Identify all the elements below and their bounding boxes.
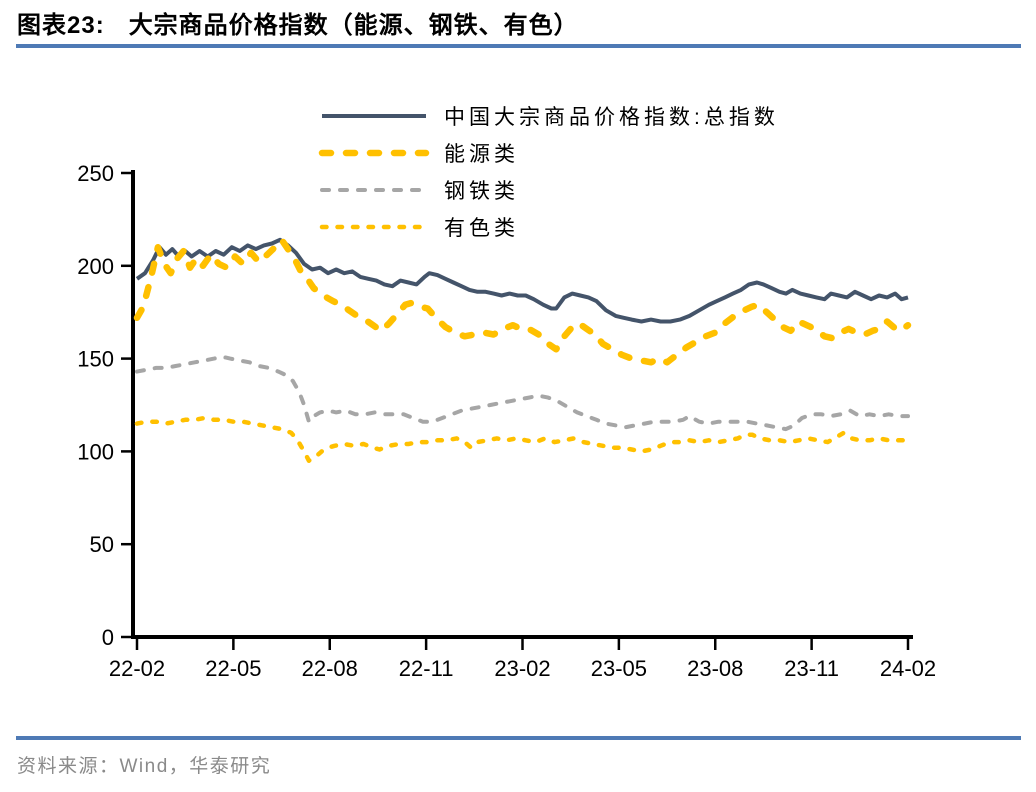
footer-divider-rule [16,736,1021,740]
svg-text:23-02: 23-02 [494,656,550,681]
legend-label-energy: 能源类 [444,142,519,166]
legend-line-steel [320,187,428,192]
svg-text:23-05: 23-05 [591,656,647,681]
svg-text:22-05: 22-05 [205,656,261,681]
legend-label-total: 中国大宗商品价格指数:总指数 [444,105,779,129]
svg-text:0: 0 [102,625,114,650]
legend-line-total [322,113,426,118]
svg-text:200: 200 [77,254,114,279]
legend-item-energy: 能源类 [318,138,779,167]
figure-title: 图表23: 大宗商品价格指数（能源、钢铁、有色） [17,5,579,40]
title-divider-rule [16,44,1021,48]
figure-title-text: 大宗商品价格指数（能源、钢铁、有色） [128,12,579,39]
chart-legend: 中国大宗商品价格指数:总指数 能源类 钢铁类 有色类 [318,101,779,241]
legend-line-energy [318,149,430,156]
source-note: 资料来源：Wind，华泰研究 [17,756,272,777]
legend-item-steel: 钢铁类 [318,175,779,204]
svg-text:50: 50 [90,532,114,557]
legend-line-nonferrous [319,224,429,229]
legend-label-steel: 钢铁类 [444,179,519,203]
legend-label-nonferrous: 有色类 [444,216,519,240]
svg-text:22-08: 22-08 [302,656,358,681]
svg-text:150: 150 [77,347,114,372]
svg-text:23-11: 23-11 [784,656,839,681]
svg-text:24-02: 24-02 [880,656,936,681]
legend-item-nonferrous: 有色类 [318,212,779,241]
svg-text:23-08: 23-08 [687,656,743,681]
svg-text:250: 250 [77,161,114,186]
svg-text:100: 100 [77,439,114,464]
figure-number: 图表23: [17,12,105,39]
legend-item-total: 中国大宗商品价格指数:总指数 [318,101,779,130]
svg-text:22-11: 22-11 [399,656,454,681]
svg-text:22-02: 22-02 [109,656,165,681]
